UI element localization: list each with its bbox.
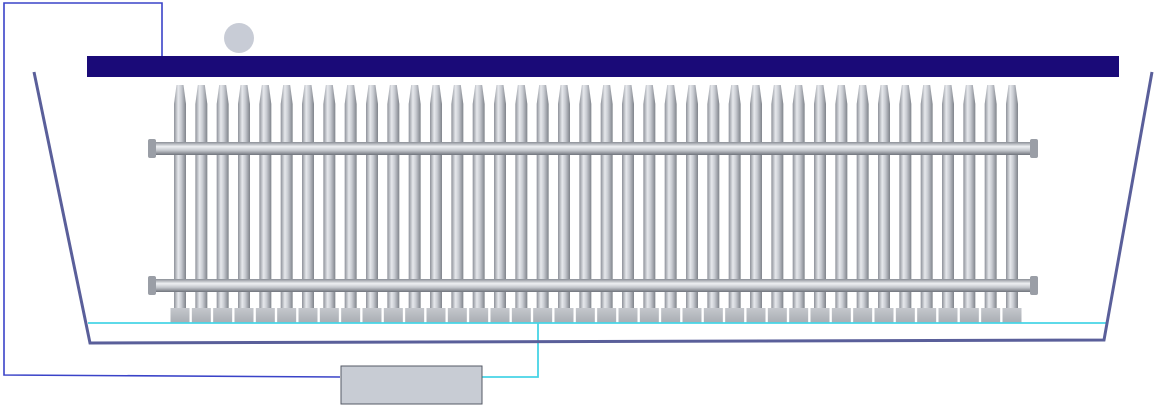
electrode-rod <box>259 85 272 310</box>
electrode-rod <box>750 85 762 310</box>
electrode-rod <box>494 85 506 310</box>
electrode-rod <box>643 85 656 310</box>
electrode-rod <box>856 85 869 310</box>
electrode-base-block <box>789 308 809 323</box>
electrode-base-block <box>575 308 595 323</box>
electrode-rod <box>963 85 976 310</box>
electrode-base-block <box>383 308 403 323</box>
electrode-base-block <box>725 308 745 323</box>
electrode-rod <box>835 85 848 310</box>
electrode-base-block <box>810 308 830 323</box>
electrode-rod-array <box>174 85 1018 310</box>
electrode-rod <box>579 85 592 310</box>
electrode-rod <box>878 85 890 310</box>
electrode-base-block <box>213 308 233 323</box>
electrode-rod <box>814 85 826 310</box>
electrode-rod <box>216 85 229 310</box>
electrode-base-block <box>597 308 617 323</box>
electrode-base-block <box>405 308 425 323</box>
electrode-base-block <box>682 308 702 323</box>
electrode-rod <box>430 85 442 310</box>
electrode-base-block <box>426 308 446 323</box>
electrode-base-block <box>959 308 979 323</box>
tank-outline <box>32 71 1154 345</box>
electrode-base-block <box>874 308 894 323</box>
electrode-rod <box>920 85 933 310</box>
electrode-base-block <box>917 308 937 323</box>
electrode-base-block <box>831 308 851 323</box>
electrode-base-block <box>490 308 510 323</box>
electrode-base-block <box>255 308 275 323</box>
top-bus-bar <box>87 56 1119 77</box>
electrode-rod <box>366 85 378 310</box>
electrode-base-block <box>1002 308 1022 323</box>
electrode-rod <box>664 85 677 310</box>
electrode-rod <box>344 85 357 310</box>
electrode-rod <box>600 85 613 310</box>
electrode-base-block <box>703 308 723 323</box>
electrode-rod <box>174 85 186 310</box>
electrode-base-block <box>191 308 211 323</box>
electrode-rod <box>323 85 336 310</box>
electrode-rod <box>451 85 464 310</box>
electrode-rod <box>558 85 570 310</box>
electrode-base-block <box>554 308 574 323</box>
electrode-rod <box>387 85 400 310</box>
indicator-light <box>224 23 254 53</box>
electrode-base-block <box>895 308 915 323</box>
electrode-base-block <box>277 308 297 323</box>
electrode-base-block <box>511 308 531 323</box>
electrode-base-block <box>661 308 681 323</box>
electrode-base-block <box>362 308 382 323</box>
electrode-rod <box>536 85 549 310</box>
supply-cyan-lead <box>482 323 539 378</box>
electrode-base-block <box>746 308 766 323</box>
electrode-base-block <box>447 308 467 323</box>
electrode-rod <box>771 85 784 310</box>
electrode-base-block <box>618 308 638 323</box>
electrode-base-block <box>319 308 339 323</box>
electrode-rod <box>622 85 634 310</box>
electrode-base-block <box>767 308 787 323</box>
electrode-base-block <box>298 308 318 323</box>
electrode-rod <box>280 85 293 310</box>
electrode-base-block <box>639 308 659 323</box>
electrode-base-block <box>981 308 1001 323</box>
electrode-base-block <box>234 308 254 323</box>
electrode-rod <box>408 85 421 310</box>
electrode-rod <box>515 85 528 310</box>
electrode-rod <box>1006 85 1018 310</box>
electrode-base-block <box>853 308 873 323</box>
electrode-rod <box>472 85 485 310</box>
electrode-rod <box>686 85 698 310</box>
power-lead-wire <box>3 2 341 378</box>
electrode-rod <box>899 85 912 310</box>
electrode-base-block <box>938 308 958 323</box>
electrode-rod <box>728 85 741 310</box>
electrode-rod <box>792 85 805 310</box>
electrode-base-array <box>170 308 1022 323</box>
upper-header-pipe <box>148 139 1038 158</box>
lower-header-pipe <box>148 276 1038 295</box>
electrode-rod <box>984 85 997 310</box>
electrode-base-block <box>341 308 361 323</box>
electrode-base-block <box>170 308 190 323</box>
electrode-rod <box>195 85 208 310</box>
electrode-rod <box>238 85 250 310</box>
electrode-rod <box>942 85 954 310</box>
electrode-base-block <box>533 308 553 323</box>
electrode-rod <box>302 85 314 310</box>
power-supply-box <box>340 365 483 405</box>
electrode-rod <box>707 85 720 310</box>
electrode-base-block <box>469 308 489 323</box>
